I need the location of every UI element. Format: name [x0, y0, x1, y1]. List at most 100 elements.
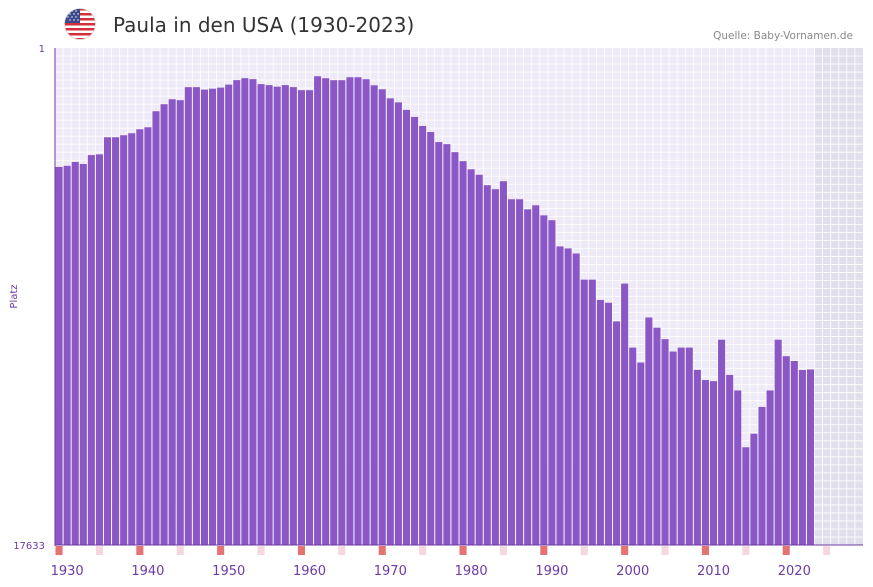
chart-title: Paula in den USA (1930-2023)	[113, 13, 415, 37]
bar-1976	[435, 142, 443, 545]
bar-1942	[160, 104, 168, 545]
bar-1959	[297, 90, 305, 545]
bar-1995	[588, 279, 596, 545]
bar-2016	[758, 406, 766, 545]
bar-2019	[782, 356, 790, 545]
bar-1982	[483, 185, 491, 546]
decade-marker-1984	[499, 546, 507, 555]
decade-marker-1939	[136, 546, 144, 555]
bar-1953	[249, 79, 257, 545]
bar-1938	[128, 133, 136, 546]
gridlines	[55, 48, 863, 545]
decade-marker-1994	[580, 546, 588, 555]
bar-1983	[491, 189, 499, 545]
bar-2009	[701, 380, 709, 545]
decade-markers	[55, 546, 831, 555]
bar-1952	[241, 78, 249, 545]
bar-1980	[467, 169, 475, 545]
bar-1962	[322, 78, 330, 546]
bar-1951	[233, 80, 241, 546]
bar-2018	[774, 339, 782, 545]
bar-2010	[709, 381, 718, 545]
bar-1945	[184, 87, 192, 545]
bar-2022	[806, 369, 815, 545]
bar-2001	[637, 362, 645, 545]
bar-1943	[168, 99, 176, 546]
bar-1936	[112, 137, 120, 545]
decade-marker-1969	[378, 546, 386, 555]
bar-1979	[459, 161, 467, 546]
bar-1985	[507, 199, 516, 545]
bar-1964	[338, 80, 346, 545]
x-tick-label-2020: 2020	[778, 564, 811, 579]
bar-1977	[443, 144, 451, 546]
bar-2012	[726, 374, 734, 545]
bar-1986	[516, 199, 524, 545]
x-tick-label-1950: 1950	[212, 564, 245, 579]
x-tick-label-1960: 1960	[293, 564, 326, 579]
bar-1932	[79, 163, 87, 546]
bar-1949	[217, 87, 225, 545]
source-credit: Quelle: Baby-Vornamen.de	[713, 30, 853, 42]
bar-1954	[257, 84, 265, 545]
bar-2017	[766, 390, 774, 545]
decade-marker-1954	[257, 546, 265, 555]
bar-2003	[653, 327, 661, 545]
x-tick-label-1970: 1970	[374, 564, 407, 579]
decade-marker-1964	[338, 546, 346, 555]
bar-1975	[427, 132, 435, 545]
bar-1940	[144, 127, 152, 545]
usa-flag-icon	[64, 8, 96, 40]
bar-1969	[378, 89, 386, 546]
decade-marker-1959	[297, 546, 305, 555]
decade-marker-2009	[701, 546, 709, 555]
decade-marker-1934	[95, 546, 103, 555]
decade-marker-1974	[419, 546, 427, 555]
x-tick-label-1980: 1980	[455, 564, 488, 579]
y-tick-label-bottom: 17633	[13, 541, 45, 552]
bar-2021	[798, 370, 806, 545]
decade-marker-1999	[621, 546, 629, 555]
x-tick-label-1990: 1990	[535, 564, 568, 579]
x-tick-label-1940: 1940	[131, 564, 164, 579]
x-tick-label-2010: 2010	[697, 564, 730, 579]
bar-2014	[742, 447, 750, 545]
bar-1993	[572, 253, 580, 545]
bar-1974	[419, 125, 427, 545]
bar-2015	[750, 433, 758, 545]
bar-1963	[330, 80, 338, 545]
decade-marker-1949	[217, 546, 225, 555]
bar-1957	[281, 85, 289, 545]
x-tick-label-2000: 2000	[616, 564, 649, 579]
bar-1996	[596, 299, 604, 545]
decade-marker-1989	[540, 546, 548, 555]
bar-1961	[314, 76, 322, 545]
bar-2000	[629, 347, 637, 545]
bar-1978	[451, 152, 459, 545]
bar-2004	[661, 339, 669, 545]
bar-1999	[621, 283, 629, 545]
x-tick-label-1930: 1930	[51, 564, 84, 579]
bar-1946	[192, 87, 200, 545]
bar-1958	[289, 87, 297, 546]
bar-1929	[55, 166, 63, 545]
decade-marker-2024	[823, 546, 831, 555]
bar-1997	[604, 302, 613, 545]
bar-1991	[556, 246, 564, 545]
bar-2002	[645, 317, 653, 545]
bar-1939	[136, 129, 144, 545]
bar-1955	[265, 85, 273, 545]
bar-1930	[63, 165, 71, 545]
bar-1966	[354, 77, 362, 545]
y-axis-label: Platz	[9, 284, 20, 308]
bar-1950	[225, 84, 233, 545]
bar-2020	[790, 360, 798, 545]
decade-marker-1944	[176, 546, 184, 555]
x-tick-labels: 1930 1940 1950 1960 1970 1980 1990 2000 2010 2020	[51, 564, 811, 579]
bar-1981	[475, 174, 483, 545]
decade-marker-2004	[661, 546, 669, 555]
bar-1972	[402, 109, 411, 545]
bar-2013	[734, 390, 742, 545]
bar-1948	[209, 88, 217, 545]
